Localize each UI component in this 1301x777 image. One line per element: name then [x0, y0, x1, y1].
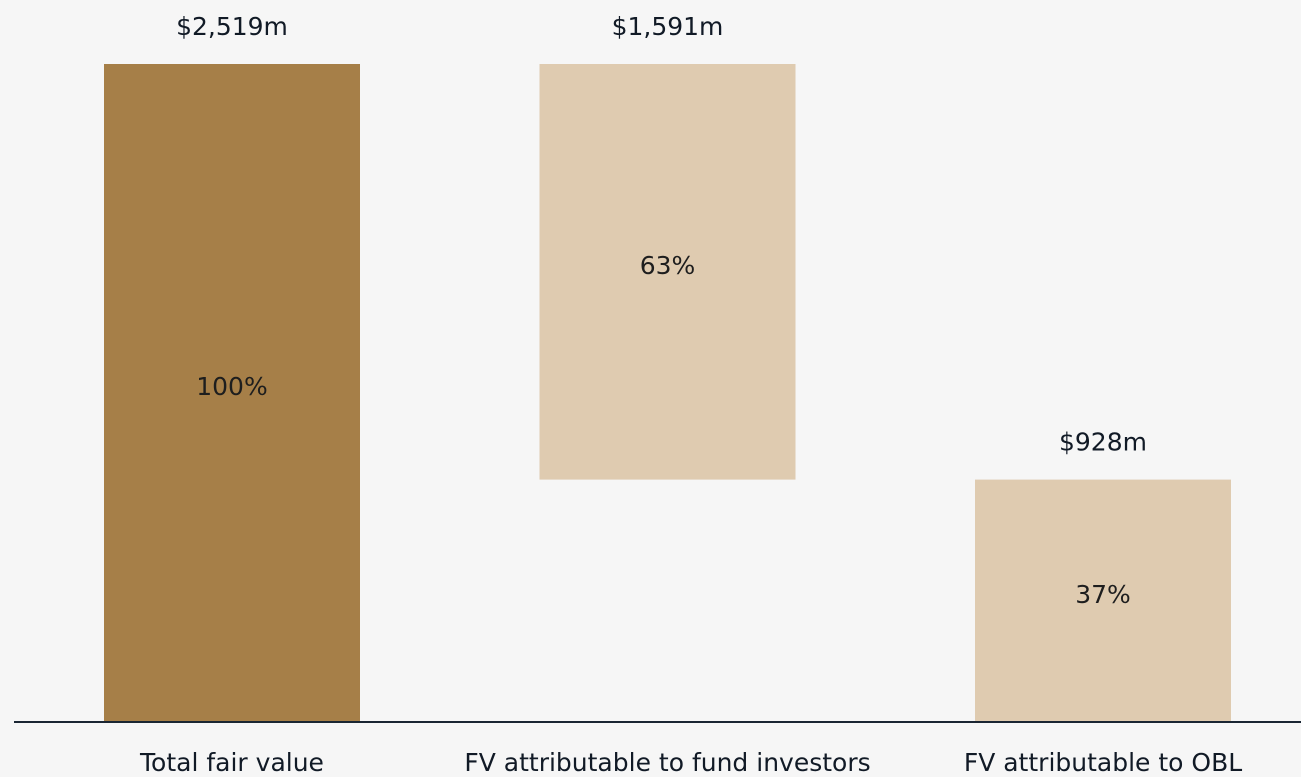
bar	[104, 64, 360, 722]
share-label: 63%	[640, 251, 696, 280]
value-label: $2,519m	[176, 12, 288, 41]
bar	[975, 479, 1231, 722]
value-label: $928m	[1059, 428, 1147, 457]
bar	[539, 64, 796, 480]
category-label: FV attributable to fund investors	[464, 748, 870, 777]
share-label: 100%	[196, 372, 267, 401]
category-label: FV attributable to OBL	[964, 748, 1242, 777]
value-label: $1,591m	[612, 12, 724, 41]
share-label: 37%	[1075, 580, 1131, 609]
category-label: Total fair value	[139, 748, 324, 777]
